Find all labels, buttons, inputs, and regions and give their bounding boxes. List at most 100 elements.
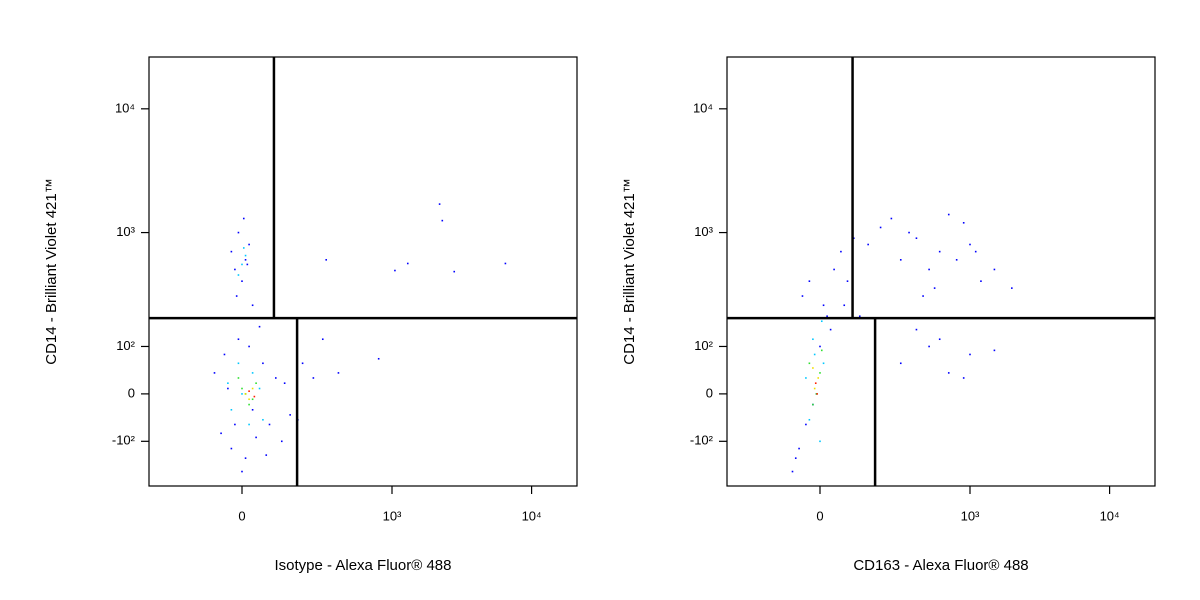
x-tick-label: 0 [238,508,245,523]
event-dot [242,247,245,249]
event-dot [265,454,268,456]
event-dot [244,259,247,261]
event-dot [227,382,229,384]
event-dot [253,395,256,398]
event-dot [899,362,902,365]
event-dot [826,315,828,318]
event-dot [962,222,965,224]
event-dot [241,470,243,473]
event-dot [812,338,814,341]
event-dot [947,213,950,216]
y-tick-label: -10² [690,433,714,448]
event-dot [801,295,804,297]
event-dot [808,418,811,421]
event-dot [915,237,918,240]
event-dot [969,243,971,246]
event-dot [858,315,861,318]
event-dot [251,304,254,307]
event-dot [406,262,409,265]
plot: 0 10³ 10⁴ -10² 0 10² 10³ 10⁴ Isotype - Alexa Flu… [43,56,578,574]
event-dot [237,338,240,341]
y-tick-label: 10⁴ [693,100,713,115]
event-dot [241,280,243,282]
x-tick-label: 10⁴ [1100,508,1120,523]
event-dot [251,408,254,411]
event-dot [962,377,965,379]
event-dot [816,393,818,395]
event-dot [843,304,846,307]
event-dot [237,231,240,234]
event-dot [833,268,835,271]
y-tick-label: -10² [112,433,136,448]
event-dot [846,280,849,282]
event-dot [820,349,823,352]
event-dot [237,362,240,365]
event-dot [244,254,247,257]
event-dot [258,387,261,390]
event-dot [248,243,250,246]
event-dot [248,390,250,392]
x-tick-label: 10⁴ [522,508,542,523]
y-tick-label: 0 [706,385,713,400]
y-tick-label: 0 [128,385,135,400]
event-dot [241,387,243,390]
event-dot [829,328,832,331]
y-tick-label: 10² [116,338,135,353]
event-dot [321,338,324,341]
plot: 0 10³ 10⁴ -10² 0 10² 10³ 10⁴ CD163 - Alexa Fluor… [621,56,1156,574]
event-dot [301,362,304,365]
event-dot [813,387,816,390]
event-dot [1011,287,1013,289]
event-dot [812,367,814,369]
event-dot [822,304,825,307]
event-dot [453,270,456,273]
y-axis-title: CD14 - Brilliant Violet 421™ [621,178,638,364]
event-dot [377,357,380,360]
event-dot [915,328,918,331]
event-dot [227,387,229,390]
event-dot [867,243,869,246]
x-axis-title: CD163 - Alexa Fluor® 488 [853,557,1028,574]
event-dot [819,372,821,374]
x-tick-label: 10³ [961,508,980,523]
event-dot [213,372,216,374]
event-dot [993,268,996,271]
event-dot [933,287,936,289]
event-dot [813,353,816,356]
event-dot [262,362,264,365]
event-dot [241,263,243,266]
event-dot [791,470,794,473]
event-dot [230,447,233,450]
event-dot [258,325,261,328]
event-dot [441,219,444,222]
event-dot [241,393,243,395]
event-dot [993,349,996,352]
event-dot [248,345,250,348]
event-dot [262,418,264,421]
event-dot [325,259,328,261]
y-tick-label: 10³ [694,224,713,239]
event-dot [268,423,271,426]
event-dot [798,447,800,450]
y-tick-label: 10³ [116,224,135,239]
event-dot [337,372,340,374]
event-dot [255,436,257,439]
event-dot [819,345,821,348]
event-dot [242,217,245,220]
event-dot [230,250,233,253]
plot-frame [726,56,1156,487]
event-dot [283,382,286,384]
event-dot [819,440,821,443]
event-dot [974,250,977,253]
event-dot [244,393,247,395]
event-dot [805,377,807,379]
event-dot [246,263,249,266]
event-dot [504,262,507,265]
event-dot [805,423,807,426]
event-dot [879,226,882,229]
event-dot [922,295,924,297]
event-dot [280,440,283,443]
event-dot [312,377,315,379]
event-dot [274,377,277,379]
